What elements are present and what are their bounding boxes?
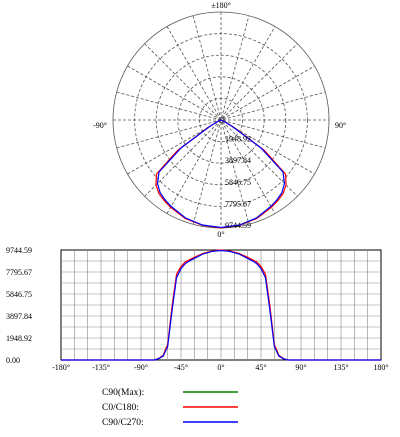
- x-tick-label: 90°: [295, 363, 306, 372]
- y-tick-label: 0.00: [6, 356, 20, 365]
- x-tick-label: -180°: [52, 363, 70, 372]
- angle-label-left: -90°: [93, 121, 107, 130]
- polar-series: [155, 119, 287, 229]
- cartesian-series-curve: [61, 249, 381, 361]
- angle-label-bottom: 0°: [217, 230, 224, 239]
- x-tick-label: -45°: [174, 363, 188, 372]
- x-tick-label: -90°: [134, 363, 148, 372]
- cartesian-chart: 0.001948.923897.845846.757795.679744.59 …: [6, 246, 389, 372]
- cartesian-series: [61, 249, 381, 361]
- y-tick-label: 5846.75: [6, 290, 32, 299]
- polar-spoke: [144, 43, 298, 197]
- legend-label: C90/C270:: [102, 418, 144, 428]
- cartesian-grid: [61, 250, 381, 360]
- x-tick-label: 135°: [333, 363, 348, 372]
- angle-label-top: ±180°: [211, 1, 231, 10]
- angle-label-right: 90°: [335, 121, 346, 130]
- polar-radial-label: 1948.92: [225, 135, 251, 144]
- polar-chart: 1948.92 3897.84 5846.75 7795.67 9744.59 ±180…: [93, 1, 346, 239]
- legend-label: C0/C180:: [102, 403, 139, 413]
- x-tick-label: 45°: [255, 363, 266, 372]
- x-tick-label: 0°: [217, 363, 224, 372]
- polar-radial-label: 3897.84: [225, 156, 251, 165]
- y-tick-label: 9744.59: [6, 246, 32, 255]
- y-tick-label: 1948.92: [6, 334, 32, 343]
- y-tick-label: 3897.84: [6, 312, 32, 321]
- legend: C90(Max): C0/C180: C90/C270:: [102, 387, 238, 428]
- y-tick-labels: 0.00 1948.92 3897.84 5846.75 7795.67 9744.59: [6, 246, 32, 365]
- polar-series-curve: [156, 119, 286, 229]
- polar-radial-label: 9744.59: [225, 221, 251, 230]
- x-tick-labels: -180° -135° -90° -45° 0° 45° 90° 135° 180°: [52, 363, 389, 372]
- x-tick-label: -135°: [92, 363, 110, 372]
- polar-spoke: [144, 43, 298, 197]
- legend-label: C90(Max):: [102, 387, 144, 398]
- polar-radial-label: 5846.75: [225, 178, 251, 187]
- x-tick-label: 180°: [373, 363, 388, 372]
- polar-radial-labels: 1948.92 3897.84 5846.75 7795.67 9744.59: [225, 135, 251, 230]
- y-tick-label: 7795.67: [6, 268, 32, 277]
- polar-radial-label: 7795.67: [225, 199, 251, 208]
